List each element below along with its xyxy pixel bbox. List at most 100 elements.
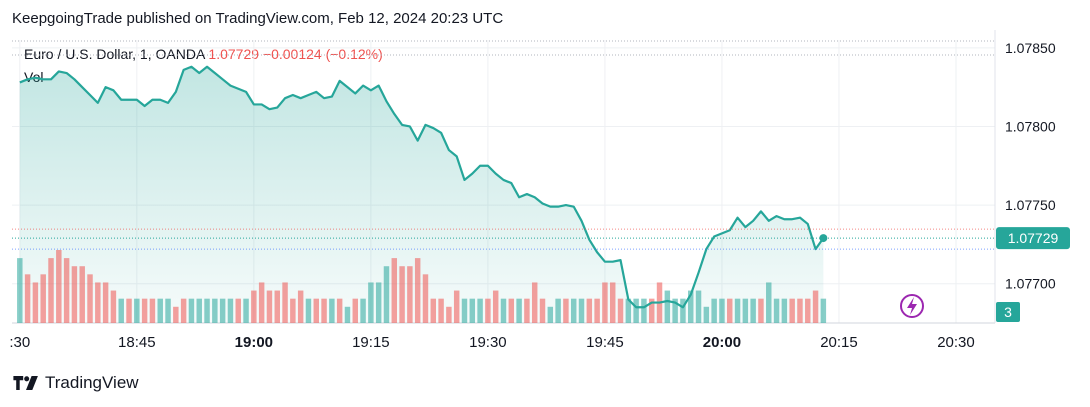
volume-bar bbox=[524, 298, 530, 323]
volume-bar bbox=[196, 298, 202, 323]
volume-bar bbox=[399, 266, 405, 323]
volume-bar bbox=[594, 298, 600, 323]
volume-bar bbox=[609, 282, 616, 323]
volume-bar bbox=[719, 298, 725, 323]
volume-bar bbox=[235, 298, 241, 323]
y-tick-label: 1.07700 bbox=[1005, 276, 1056, 292]
volume-bar bbox=[789, 298, 795, 323]
volume-bar bbox=[40, 274, 46, 323]
volume-bar bbox=[219, 298, 226, 323]
volume-bar bbox=[570, 298, 577, 323]
y-tick-label: 1.07750 bbox=[1005, 197, 1056, 213]
x-tick-label: 19:45 bbox=[586, 334, 624, 351]
volume-bar bbox=[633, 298, 639, 323]
x-tick-label: 18:45 bbox=[118, 334, 156, 351]
volume-bar bbox=[695, 290, 702, 323]
volume-bar bbox=[586, 298, 593, 323]
volume-bar bbox=[617, 298, 624, 323]
volume-bar bbox=[24, 274, 31, 323]
volume-bar bbox=[290, 298, 296, 323]
volume-bar bbox=[477, 298, 483, 323]
volume-bar bbox=[766, 282, 772, 323]
publisher-line: KeepgoingTrade published on TradingView.… bbox=[12, 10, 504, 27]
volume-bar bbox=[134, 298, 140, 323]
volume-bar bbox=[313, 298, 319, 323]
volume-bar bbox=[336, 298, 343, 323]
volume-bars bbox=[17, 250, 827, 323]
volume-bar bbox=[820, 298, 827, 323]
volume-bar bbox=[383, 266, 390, 323]
x-tick-label: :30 bbox=[9, 334, 30, 351]
volume-bar bbox=[79, 266, 85, 323]
price-area bbox=[19, 66, 824, 323]
volume-bar bbox=[368, 282, 374, 323]
volume-bar bbox=[63, 258, 70, 323]
volume-bar bbox=[305, 298, 312, 323]
volume-bar bbox=[446, 306, 452, 323]
volume-bar bbox=[391, 258, 398, 323]
volume-bar bbox=[781, 298, 788, 323]
volume-bar bbox=[547, 306, 554, 323]
volume-bar bbox=[703, 306, 710, 323]
x-tick-label: 19:30 bbox=[469, 334, 507, 351]
volume-bar bbox=[664, 290, 671, 323]
lightning-icon[interactable] bbox=[900, 294, 924, 318]
volume-bar bbox=[727, 298, 733, 323]
volume-bar bbox=[500, 298, 507, 323]
price-change: −0.00124 (−0.12%) bbox=[262, 46, 383, 62]
x-tick-label: 20:15 bbox=[820, 334, 858, 351]
tradingview-logo-icon bbox=[13, 376, 38, 390]
volume-bar bbox=[274, 290, 280, 323]
volume-bar bbox=[812, 290, 819, 323]
symbol-name[interactable]: Euro / U.S. Dollar, 1, OANDA bbox=[24, 46, 205, 62]
volume-bar bbox=[126, 298, 132, 323]
price-axis: 1.07700 1.07750 1.07800 1.07850 bbox=[1005, 40, 1056, 292]
volume-bar bbox=[243, 298, 249, 323]
volume-bar bbox=[48, 258, 54, 323]
volume-bar bbox=[672, 298, 678, 323]
volume-bar bbox=[329, 298, 335, 323]
y-tick-label: 1.07800 bbox=[1005, 118, 1056, 134]
volume-bar bbox=[165, 298, 171, 323]
volume-value-label: 3 bbox=[1004, 304, 1012, 320]
volume-bar bbox=[711, 298, 717, 323]
last-price-tag bbox=[996, 227, 1070, 250]
volume-bar bbox=[648, 298, 655, 323]
volume-bar bbox=[321, 298, 327, 323]
volume-bar bbox=[758, 298, 764, 323]
volume-bar bbox=[180, 298, 187, 323]
volume-bar bbox=[102, 282, 109, 323]
volume-bar bbox=[469, 298, 476, 323]
volume-bar bbox=[297, 290, 304, 323]
volume-bar bbox=[680, 298, 686, 323]
x-tick-label: 19:15 bbox=[352, 334, 390, 351]
volume-bar bbox=[282, 282, 288, 323]
volume-bar bbox=[344, 306, 351, 323]
volume-bar bbox=[422, 274, 429, 323]
volume-bar bbox=[17, 258, 23, 323]
volume-bar bbox=[485, 298, 491, 323]
volume-bar bbox=[516, 298, 522, 323]
volume-bar bbox=[453, 290, 460, 323]
volume-bar bbox=[173, 306, 179, 323]
volume-bar bbox=[688, 290, 694, 323]
volume-bar bbox=[32, 282, 39, 323]
volume-bar bbox=[227, 298, 234, 323]
volume-bar bbox=[95, 282, 101, 323]
volume-bar bbox=[625, 298, 632, 323]
volume-bar bbox=[149, 298, 156, 323]
volume-value-tag bbox=[996, 302, 1020, 322]
volume-bar bbox=[414, 258, 421, 323]
series-legend: Euro / U.S. Dollar, 1, OANDA 1.07729 −0.… bbox=[24, 46, 383, 62]
time-axis: :30 18:45 19:00 19:15 19:30 19:45 20:00 20:15 20… bbox=[9, 334, 974, 351]
volume-bar bbox=[251, 290, 257, 323]
volume-bar bbox=[71, 266, 78, 323]
volume-bar bbox=[531, 282, 538, 323]
volume-bar bbox=[508, 298, 515, 323]
x-tick-label: 20:30 bbox=[937, 334, 975, 351]
volume-bar bbox=[212, 298, 218, 323]
volume-bar bbox=[352, 298, 359, 323]
volume-bar bbox=[375, 282, 382, 323]
brand-footer[interactable]: TradingView bbox=[13, 373, 139, 393]
